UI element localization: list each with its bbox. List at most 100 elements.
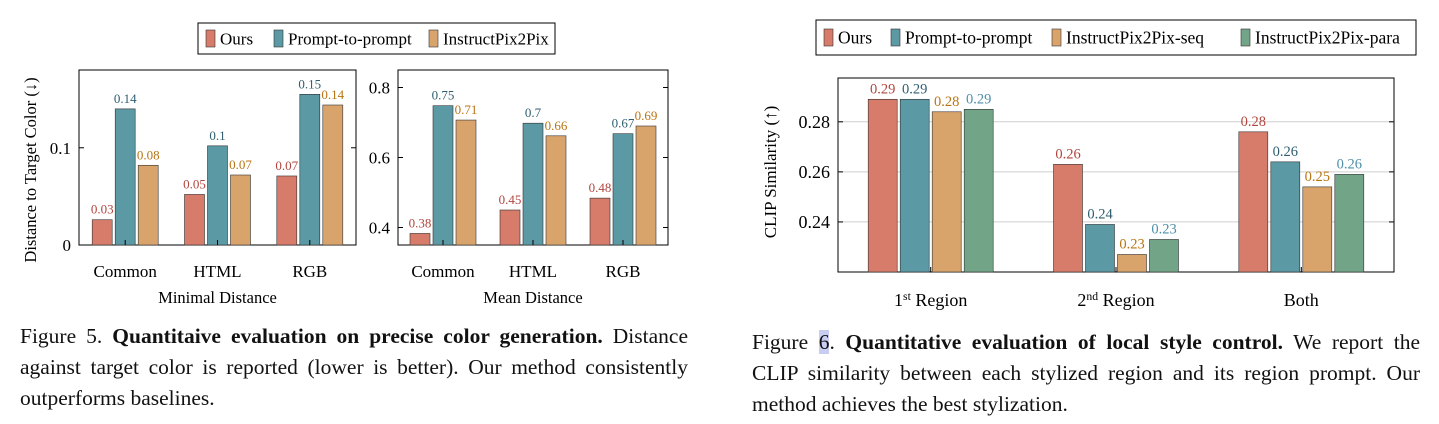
data-label-prompt-to-prompt-rgb: 0.15 [298, 76, 321, 91]
legend-box [815, 19, 1417, 56]
data-label-instructpix2pix-seq-both: 0.25 [1305, 169, 1330, 185]
data-label-instructpix2pix-common: 0.71 [455, 102, 478, 117]
bar-instructpix2pix-rgb [635, 125, 657, 246]
figure5-caption-body: Distance against target color is reporte… [20, 324, 688, 410]
x-tick-label-common: Common [94, 262, 158, 281]
data-label-ours-both: 0.28 [1241, 114, 1266, 130]
data-label-instructpix2pix-para-both: 0.26 [1337, 156, 1362, 172]
data-label-prompt-to-prompt-html: 0.1 [209, 128, 225, 143]
bar-ours-both [1238, 131, 1269, 273]
figure6-caption-prefix: Figure [752, 330, 809, 354]
x-tick-label-rgb: RGB [292, 262, 327, 281]
bar-instructpix2pix-common [137, 164, 159, 246]
bar-prompt-to-prompt-1st-region [899, 98, 930, 273]
data-label-instructpix2pix-seq-1st-region: 0.28 [934, 94, 959, 110]
data-label-instructpix2pix-common: 0.08 [137, 147, 160, 162]
x-tick-label-html: HTML [509, 262, 557, 281]
bar-instructpix2pix-common [455, 119, 477, 246]
data-label-ours-rgb: 0.07 [275, 158, 298, 173]
data-label-instructpix2pix-html: 0.66 [545, 118, 568, 133]
legend-label-ours: Ours [220, 29, 253, 48]
y-tick-label: 0.4 [369, 219, 391, 238]
figure6-caption-number: 6 [818, 330, 830, 354]
data-label-instructpix2pix-rgb: 0.69 [635, 108, 658, 123]
figure5-caption-title: Quantitaive evaluation on precise color … [112, 324, 603, 348]
bar-ours-1st-region [867, 98, 898, 273]
chart-minimal-distance: 0 0.1 0.03 0.14 0.08 Common 0.05 0.1 0.07 HTML 0.0… [50, 69, 357, 307]
bar-instructpix2pix-seq-1st-region [931, 111, 962, 273]
y-tick-label: 0.26 [799, 162, 831, 182]
legend-swatch-instructpix2pix-para [1240, 28, 1251, 47]
bar-instructpix2pix-para-1st-region [963, 108, 994, 273]
x-tick-label-common: Common [411, 262, 475, 281]
figure5-caption: Figure 5. Quantitaive evaluation on prec… [20, 321, 688, 414]
x-tick-label-html: HTML [193, 262, 241, 281]
bar-ours-html [499, 209, 521, 246]
legend-swatch-ours [823, 28, 834, 47]
data-label-prompt-to-prompt-rgb: 0.67 [612, 116, 635, 131]
data-label-ours-html: 0.45 [499, 192, 522, 207]
x-tick-label-rgb: RGB [606, 262, 641, 281]
y-axis-label-clip: CLIP Similarity (↑) [761, 106, 780, 239]
data-label-prompt-to-prompt-html: 0.7 [525, 105, 542, 120]
bar-prompt-to-prompt-both [1270, 161, 1301, 273]
legend-swatch-prompt-to-prompt [273, 29, 284, 48]
legend-label-prompt-to-prompt: Prompt-to-prompt [905, 28, 1032, 48]
bar-instructpix2pix-rgb [322, 104, 344, 246]
data-label-ours-common: 0.38 [409, 215, 432, 230]
figure-canvas: Ours Prompt-to-prompt InstructPix2Pix Ours… [21, 19, 1417, 311]
bar-prompt-to-prompt-html [207, 145, 228, 246]
figure5-caption-prefix: Figure 5. [20, 324, 103, 348]
legend-label-prompt-to-prompt: Prompt-to-prompt [288, 29, 412, 48]
x-axis-label: Minimal Distance [158, 288, 277, 307]
data-label-prompt-to-prompt-1st-region: 0.29 [902, 81, 927, 97]
data-label-prompt-to-prompt-both: 0.26 [1273, 144, 1298, 160]
bar-prompt-to-prompt-common [432, 105, 454, 246]
figure6-caption-title: Quantitative evaluation of local style c… [845, 330, 1283, 354]
x-tick-label-2nd-region: 2nd Region [1077, 290, 1154, 311]
chart-clip-similarity: 0.24 0.26 0.28 0.29 0.29 0.28 0.29 1st Region 0.… [799, 77, 1395, 311]
data-label-ours-html: 0.05 [183, 176, 206, 191]
bar-instructpix2pix-seq-2nd-region [1117, 254, 1147, 273]
x-tick-label-both: Both [1284, 290, 1319, 310]
legend-label-instructpix2pix-para: InstructPix2Pix-para [1255, 28, 1400, 48]
bar-prompt-to-prompt-rgb [299, 94, 321, 246]
figure6-caption: Figure 6. Quantitative evaluation of loc… [752, 330, 1421, 416]
y-tick-label: 0.6 [369, 149, 390, 168]
legend-swatch-ours [205, 29, 216, 48]
data-label-ours-common: 0.03 [91, 202, 114, 217]
legend-box [197, 22, 556, 55]
y-tick-label: 0.8 [369, 79, 390, 98]
y-axis-label-distance: Distance to Target Color (↓) [21, 77, 40, 262]
bar-ours-common [409, 233, 431, 246]
bar-ours-common [91, 219, 113, 246]
bar-instructpix2pix-html [230, 174, 251, 246]
data-label-instructpix2pix-para-2nd-region: 0.23 [1151, 221, 1176, 237]
legend-swatch-instructpix2pix [428, 29, 439, 48]
bar-prompt-to-prompt-common [114, 108, 136, 246]
bar-prompt-to-prompt-html [522, 122, 544, 246]
bar-ours-rgb [276, 175, 298, 246]
data-label-instructpix2pix-seq-2nd-region: 0.23 [1119, 236, 1144, 252]
data-label-instructpix2pix-html: 0.07 [229, 157, 252, 172]
data-label-prompt-to-prompt-2nd-region: 0.24 [1087, 206, 1113, 222]
bar-instructpix2pix-seq-both [1302, 186, 1333, 273]
legend-swatch-instructpix2pix-seq [1051, 28, 1062, 47]
y-tick-label: 0 [63, 236, 72, 255]
legend-figure5: Ours Prompt-to-prompt InstructPix2Pix [197, 22, 556, 55]
legend-figure6: Ours Prompt-to-prompt InstructPix2Pix-seq I… [815, 19, 1417, 56]
bar-ours-rgb [589, 197, 611, 246]
bar-ours-2nd-region [1053, 164, 1083, 273]
chart-mean-distance: 0.4 0.6 0.8 0.38 0.750.71 Common 0.45 0.70.66 HT… [369, 69, 669, 307]
bar-instructpix2pix-html [545, 135, 567, 246]
data-label-prompt-to-prompt-common: 0.75 [432, 88, 455, 103]
data-label-instructpix2pix-para-1st-region: 0.29 [966, 91, 991, 107]
data-label-instructpix2pix-rgb: 0.14 [321, 87, 344, 102]
figure6-caption-body: We report the CLIP similarity between ea… [752, 330, 1421, 416]
bar-prompt-to-prompt-rgb [612, 133, 634, 246]
legend-label-instructpix2pix: InstructPix2Pix [443, 29, 549, 48]
bar-instructpix2pix-para-2nd-region [1149, 239, 1179, 273]
bar-instructpix2pix-para-both [1334, 174, 1365, 273]
data-label-ours-2nd-region: 0.26 [1055, 146, 1080, 162]
legend-label-ours: Ours [838, 28, 872, 48]
